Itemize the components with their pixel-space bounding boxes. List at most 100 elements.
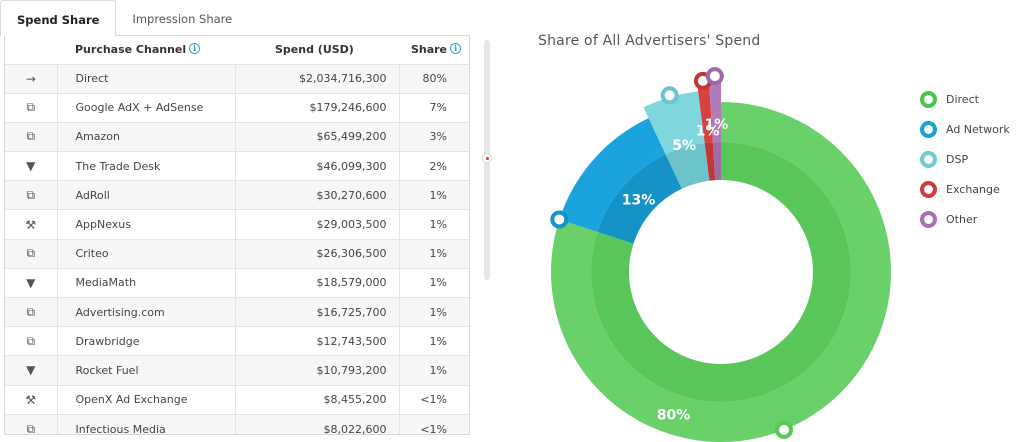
data-label: 13% <box>622 192 656 208</box>
slice-exchange[interactable] <box>699 102 713 144</box>
data-label: 80% <box>657 407 691 423</box>
chart-title: Share of All Advertisers' Spend <box>538 33 761 49</box>
share-value: <1% <box>399 413 469 434</box>
arrow-right-icon: → <box>5 63 58 94</box>
table-row[interactable]: ⚒ AppNexus $29,003,500 1% <box>5 209 469 240</box>
spend-value: $16,725,700 <box>235 296 400 327</box>
legend-item[interactable]: Exchange <box>920 174 1010 204</box>
table-row[interactable]: ⧉ Criteo $26,306,500 1% <box>5 238 469 269</box>
channel-name: Amazon <box>57 121 236 152</box>
tab-impression-share[interactable]: Impression Share <box>132 12 233 26</box>
chart-legend: Direct Ad Network DSP Exchange Other <box>920 84 1010 234</box>
channel-name: Drawbridge <box>57 326 236 356</box>
info-icon[interactable]: i <box>450 43 461 55</box>
spend-value: $10,793,200 <box>235 355 400 386</box>
legend-marker-icon <box>920 210 937 228</box>
slice-inner-ad-network[interactable] <box>597 154 682 244</box>
channel-name: Google AdX + AdSense <box>57 92 236 123</box>
purchase-channel-header[interactable]: Purchase Channel i <box>57 36 235 64</box>
ad-network-icon: ⧉ <box>5 413 58 434</box>
table-row[interactable]: ▼ MediaMath $18,579,000 1% <box>5 267 469 298</box>
table-row[interactable]: ⧉ Drawbridge $12,743,500 1% <box>5 326 469 356</box>
ad-network-icon: ⧉ <box>5 296 58 327</box>
slice-dsp[interactable] <box>648 103 705 155</box>
ad-network-icon: ⧉ <box>5 121 58 152</box>
share-value: 3% <box>399 121 469 152</box>
info-icon[interactable]: i <box>189 43 201 55</box>
channel-name: Rocket Fuel <box>57 355 236 386</box>
legend-item[interactable]: DSP <box>920 144 1010 174</box>
slice-inner-other[interactable] <box>712 142 721 181</box>
table-row[interactable]: ⧉ AdRoll $30,270,600 1% <box>5 180 469 210</box>
share-header-label: Share <box>410 43 447 57</box>
share-value: 1% <box>399 296 469 327</box>
spend-value: $26,306,500 <box>235 238 400 269</box>
spend-header[interactable]: Spend (USD) <box>235 36 399 64</box>
tab-spend-share[interactable]: Spend Share <box>0 0 117 36</box>
gavel-icon: ⚒ <box>5 384 58 415</box>
tab-bar: Spend Share Impression Share <box>0 0 480 36</box>
spend-value: $2,034,716,300 <box>235 63 400 94</box>
data-label: 5% <box>672 138 696 154</box>
legend-marker-icon <box>920 120 937 138</box>
table-row[interactable]: ⧉ Amazon $65,499,200 3% <box>5 121 469 152</box>
funnel-icon: ▼ <box>5 151 58 181</box>
slice-marker-icon[interactable] <box>550 210 569 229</box>
channel-name: Criteo <box>57 238 236 269</box>
donut-chart: 80%13%5%1%1% <box>550 67 891 442</box>
legend-label: Ad Network <box>946 122 1010 136</box>
share-header[interactable]: Share i <box>399 36 469 64</box>
slice-other[interactable] <box>710 102 721 143</box>
spend-table: Purchase Channel i Spend (USD) Share i → Di… <box>5 36 469 434</box>
share-value: 80% <box>399 63 469 94</box>
table-row[interactable]: ▼ Rocket Fuel $10,793,200 1% <box>5 355 469 386</box>
channel-name: AdRoll <box>57 180 236 210</box>
scroll-indicator[interactable] <box>482 153 492 163</box>
ad-network-icon: ⧉ <box>5 326 58 356</box>
legend-marker-icon <box>920 150 937 168</box>
funnel-icon: ▼ <box>5 355 58 386</box>
spend-value: $30,270,600 <box>235 180 400 210</box>
slice-tab-dsp <box>643 91 700 120</box>
slice-marker-icon[interactable] <box>660 86 679 105</box>
legend-marker-icon <box>920 180 937 198</box>
data-label: 1% <box>696 124 720 140</box>
spend-value: $8,455,200 <box>235 384 400 415</box>
spend-value: $29,003,500 <box>235 209 400 240</box>
slice-inner-exchange[interactable] <box>704 142 716 181</box>
spend-value: $46,099,300 <box>235 151 400 181</box>
legend-label: Exchange <box>946 182 1000 196</box>
slice-inner-dsp[interactable] <box>665 143 710 189</box>
share-value: 1% <box>399 238 469 269</box>
spend-table-panel: Purchase Channel i Spend (USD) Share i → Di… <box>4 35 470 435</box>
table-row[interactable]: ⧉ Advertising.com $16,725,700 1% <box>5 296 469 327</box>
channel-name: Advertising.com <box>57 296 236 327</box>
spend-value: $179,246,600 <box>235 92 400 123</box>
table-row[interactable]: ⚒ OpenX Ad Exchange $8,455,200 <1% <box>5 384 469 415</box>
share-value: 1% <box>399 209 469 240</box>
channel-name: MediaMath <box>57 267 236 298</box>
legend-item[interactable]: Ad Network <box>920 114 1010 144</box>
channel-name: The Trade Desk <box>57 151 236 181</box>
table-row[interactable]: ⧉ Google AdX + AdSense $179,246,600 7% <box>5 92 469 123</box>
legend-label: Other <box>946 212 978 226</box>
legend-marker-icon <box>920 90 937 108</box>
table-row[interactable]: → Direct $2,034,716,300 80% <box>5 63 469 94</box>
share-value: 1% <box>399 267 469 298</box>
gavel-icon: ⚒ <box>5 209 58 240</box>
legend-item[interactable]: Other <box>920 204 1010 234</box>
table-row[interactable]: ▼ The Trade Desk $46,099,300 2% <box>5 151 469 181</box>
data-label: 1% <box>704 117 728 133</box>
icon-column-header <box>5 36 57 64</box>
ad-network-icon: ⧉ <box>5 238 58 269</box>
spend-value: $18,579,000 <box>235 267 400 298</box>
table-row[interactable]: ⧉ Infectious Media $8,022,600 <1% <box>5 413 469 434</box>
slice-marker-icon[interactable] <box>775 420 794 439</box>
channel-name: AppNexus <box>57 209 236 240</box>
table-header-row: Purchase Channel i Spend (USD) Share i <box>5 36 469 64</box>
legend-item[interactable]: Direct <box>920 84 1010 114</box>
slice-marker-icon[interactable] <box>705 67 724 86</box>
share-value: 1% <box>399 355 469 386</box>
slice-ad-network[interactable] <box>559 118 666 232</box>
share-value: 1% <box>399 180 469 210</box>
